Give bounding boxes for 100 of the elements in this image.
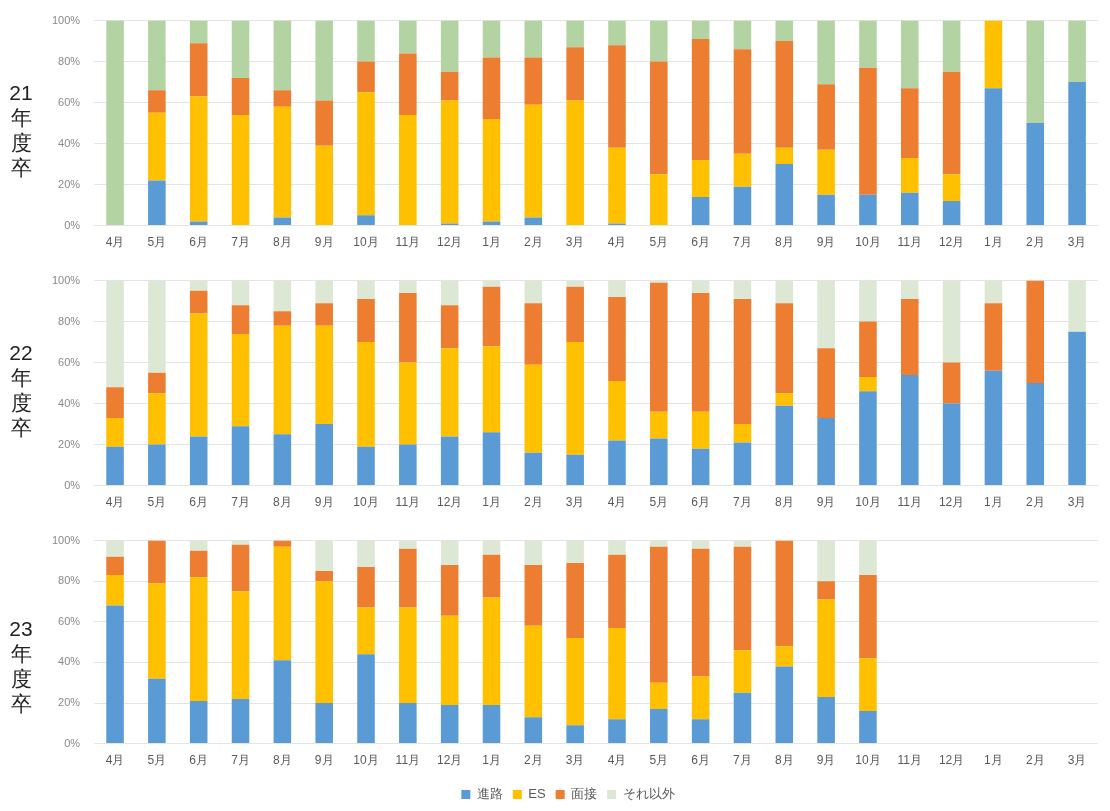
bar — [231, 280, 250, 306]
bar — [650, 546, 668, 683]
bar — [357, 342, 375, 447]
bar — [566, 286, 584, 343]
bar — [399, 20, 417, 54]
bar — [148, 678, 166, 744]
bar — [148, 112, 166, 181]
x-tick-label: 8月 — [273, 753, 292, 768]
bar — [524, 217, 543, 226]
bar — [775, 405, 794, 486]
x-tick-label: 11月 — [897, 235, 923, 250]
y-tick-label: 20% — [58, 696, 81, 709]
x-tick-label: 6月 — [691, 753, 710, 768]
bar — [148, 20, 166, 91]
bar — [691, 39, 710, 160]
x-tick-label: 1月 — [984, 235, 1003, 250]
y-tick-label: 0% — [64, 478, 81, 491]
bar — [775, 540, 794, 647]
bar — [817, 194, 835, 226]
bar — [524, 20, 543, 58]
bar — [691, 196, 710, 226]
bar — [691, 20, 710, 40]
bar — [524, 104, 543, 218]
bar — [189, 280, 208, 291]
y-tick-label: 60% — [58, 95, 81, 108]
bar — [148, 583, 166, 679]
x-tick-label: 8月 — [273, 495, 292, 510]
bar — [775, 164, 794, 226]
bar — [691, 719, 710, 744]
bar — [650, 61, 668, 175]
bar — [524, 452, 543, 486]
bar — [273, 311, 292, 326]
bar — [482, 57, 501, 119]
bar — [608, 719, 626, 744]
bar — [357, 607, 375, 655]
x-tick-label: 10月 — [353, 235, 379, 250]
bar — [1026, 20, 1045, 124]
bar — [733, 424, 752, 443]
bar — [106, 540, 124, 557]
bar — [566, 725, 584, 744]
bar — [608, 280, 626, 297]
bar — [650, 682, 668, 710]
x-tick-label: 2月 — [523, 495, 543, 510]
bar — [733, 280, 752, 300]
bar — [691, 160, 710, 197]
bar — [399, 703, 417, 744]
bar — [984, 370, 1003, 486]
x-tick-label: 9月 — [314, 753, 334, 768]
bar — [357, 299, 375, 343]
bar — [106, 387, 124, 418]
bar — [482, 705, 501, 744]
bar — [357, 61, 375, 93]
bar — [106, 556, 124, 576]
x-tick-label: 5月 — [649, 495, 669, 510]
bar — [315, 703, 333, 744]
bar — [231, 698, 250, 744]
x-tick-label: 7月 — [231, 495, 250, 510]
bar — [148, 393, 166, 445]
y-tick-label: 0% — [64, 218, 81, 231]
x-tick-label: 11月 — [897, 495, 923, 510]
x-tick-label: 12月 — [436, 753, 463, 768]
bar — [942, 403, 961, 486]
x-tick-label: 11月 — [395, 753, 421, 768]
bar — [315, 540, 333, 572]
y-tick-label: 0% — [64, 736, 81, 749]
bar — [482, 280, 501, 287]
x-tick-label: 3月 — [1067, 235, 1087, 250]
bar — [608, 20, 626, 46]
bar — [106, 20, 124, 226]
bar — [608, 554, 626, 628]
bar — [399, 540, 417, 549]
x-tick-label: 4月 — [105, 753, 125, 768]
bar — [440, 305, 459, 349]
bar — [440, 564, 459, 616]
bar — [566, 100, 584, 226]
bar — [733, 49, 752, 154]
x-tick-label: 8月 — [273, 235, 292, 250]
bar — [315, 424, 333, 486]
bar — [315, 20, 333, 101]
bar — [440, 436, 459, 486]
bar — [482, 119, 501, 222]
x-tick-label: 7月 — [733, 753, 752, 768]
x-tick-label: 12月 — [938, 495, 965, 510]
bar — [148, 540, 166, 584]
bar — [859, 194, 877, 226]
bar — [942, 174, 961, 201]
bar — [775, 303, 794, 394]
bar — [1068, 82, 1086, 226]
x-tick-label: 1月 — [984, 753, 1003, 768]
bar — [399, 548, 417, 608]
y-tick-label: 60% — [58, 614, 81, 627]
bar — [984, 20, 1003, 89]
x-tick-label: 6月 — [189, 495, 209, 510]
bar — [984, 280, 1003, 304]
x-tick-label: 5月 — [147, 495, 167, 510]
x-tick-label: 5月 — [147, 753, 167, 768]
bar — [189, 436, 208, 486]
x-tick-label: 9月 — [816, 495, 836, 510]
bar — [691, 292, 710, 412]
bar — [817, 348, 835, 418]
